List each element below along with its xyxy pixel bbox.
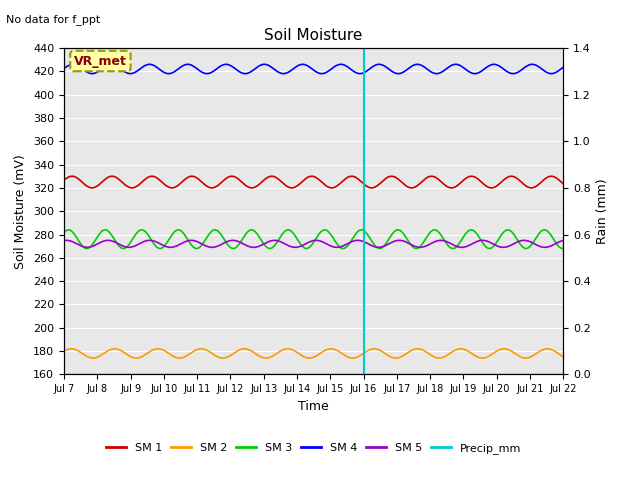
Title: Soil Moisture: Soil Moisture xyxy=(264,28,363,43)
Y-axis label: Rain (mm): Rain (mm) xyxy=(596,179,609,244)
Legend: SM 1, SM 2, SM 3, SM 4, SM 5, Precip_mm: SM 1, SM 2, SM 3, SM 4, SM 5, Precip_mm xyxy=(101,439,526,458)
Text: No data for f_ppt: No data for f_ppt xyxy=(6,14,100,25)
X-axis label: Time: Time xyxy=(298,400,329,413)
Y-axis label: Soil Moisture (mV): Soil Moisture (mV) xyxy=(15,154,28,269)
Text: VR_met: VR_met xyxy=(74,55,127,68)
